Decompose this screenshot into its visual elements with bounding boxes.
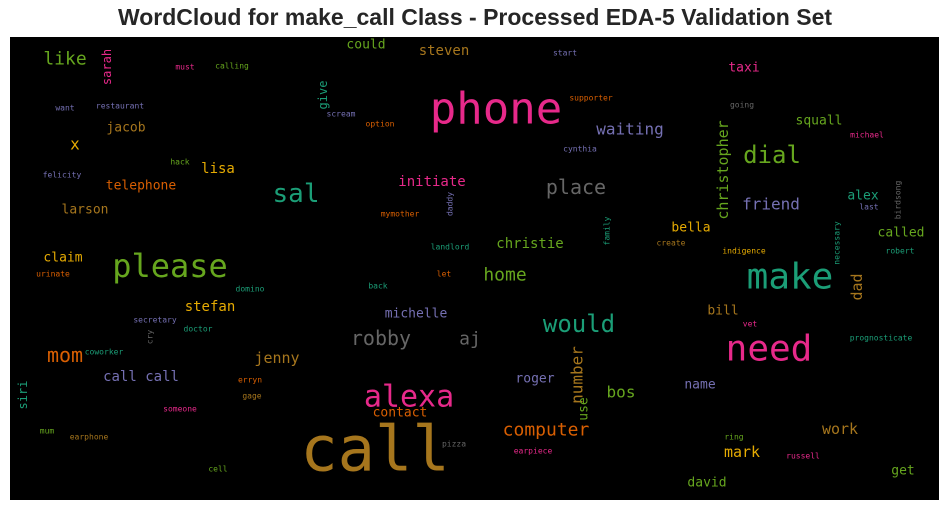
word-could: could — [346, 38, 385, 53]
word-calling: calling — [215, 62, 249, 71]
word-felicity: felicity — [43, 171, 82, 180]
word-waiting: waiting — [596, 120, 663, 139]
word-gage: gage — [242, 392, 261, 401]
wordcloud-svg: call phone need make please alexa sal would dial… — [16, 38, 925, 491]
word-give: give — [316, 81, 330, 110]
word-birdsong: birdsong — [894, 181, 903, 220]
word-phone: phone — [430, 84, 562, 135]
word-aj: aj — [459, 329, 481, 350]
word-bill: bill — [707, 304, 738, 319]
word-computer: computer — [503, 420, 590, 441]
word-like: like — [43, 49, 86, 70]
word-want: want — [55, 104, 74, 113]
word-michelle: michelle — [385, 307, 448, 322]
word-earpiece: earpiece — [514, 447, 553, 456]
word-lisa: lisa — [201, 161, 235, 177]
word-number: number — [568, 346, 587, 404]
word-going: going — [730, 101, 754, 110]
word-call-call: call call — [103, 369, 179, 385]
word-cry: cry — [146, 330, 155, 345]
word-get: get — [891, 464, 914, 479]
word-daddy: daddy — [446, 192, 455, 216]
word-create: create — [657, 239, 686, 248]
word-ring: ring — [724, 433, 743, 442]
word-let: let — [437, 270, 452, 279]
word-restaurant: restaurant — [96, 102, 144, 111]
word-secretary: secretary — [133, 316, 177, 325]
word-domino: domino — [236, 285, 265, 294]
word-x: x — [70, 135, 80, 154]
word-need: need — [726, 329, 813, 370]
word-alex: alex — [847, 189, 878, 204]
word-start: start — [553, 49, 577, 58]
word-sal: sal — [273, 179, 320, 209]
word-mymother: mymother — [381, 210, 420, 219]
word-someone: someone — [163, 405, 197, 414]
word-mark: mark — [724, 443, 760, 461]
word-mum: mum — [40, 427, 55, 436]
word-david: david — [687, 476, 726, 491]
word-contact: contact — [373, 406, 428, 421]
word-necessary: necessary — [833, 221, 842, 265]
word-call: call — [300, 413, 449, 486]
word-robby: robby — [351, 326, 411, 350]
word-option: option — [366, 120, 395, 129]
word-siri: siri — [16, 381, 30, 410]
word-work: work — [822, 420, 858, 438]
word-christopher: christopher — [714, 120, 732, 219]
word-stefan: stefan — [185, 299, 236, 315]
word-russell: russell — [786, 452, 820, 461]
word-alexa: alexa — [364, 380, 454, 415]
word-jenny: jenny — [254, 349, 299, 367]
word-landlord: landlord — [431, 243, 470, 252]
word-vet: vet — [743, 320, 758, 329]
word-christie: christie — [496, 236, 563, 252]
word-would: would — [543, 310, 615, 338]
word-family: family — [603, 216, 612, 245]
word-taxi: taxi — [728, 61, 759, 76]
word-pizza: pizza — [442, 440, 466, 449]
word-please: please — [112, 247, 228, 285]
word-squall: squall — [796, 114, 843, 129]
word-use: use — [577, 397, 592, 421]
word-telephone: telephone — [106, 179, 177, 194]
word-must: must — [175, 63, 194, 72]
word-cynthia: cynthia — [563, 145, 597, 154]
word-earphone: earphone — [70, 433, 109, 442]
word-steven: steven — [419, 43, 470, 59]
word-bos: bos — [607, 383, 636, 402]
word-dad: dad — [848, 273, 866, 300]
word-last: last — [859, 203, 878, 212]
word-place: place — [546, 175, 606, 199]
word-claim: claim — [43, 251, 82, 266]
word-dial: dial — [743, 141, 801, 169]
word-cell: cell — [208, 465, 227, 474]
word-roger: roger — [515, 372, 554, 387]
word-prognosticate: prognosticate — [850, 334, 913, 343]
chart-title: WordCloud for make_call Class - Processe… — [117, 4, 833, 30]
word-mom: mom — [47, 343, 83, 367]
word-urinate: urinate — [36, 270, 70, 279]
wordcloud-canvas: call phone need make please alexa sal would dial… — [10, 37, 939, 500]
word-robert: robert — [886, 247, 915, 256]
word-michael: michael — [850, 131, 884, 140]
word-indigence: indigence — [722, 247, 766, 256]
word-jacob: jacob — [106, 121, 145, 136]
word-sarah: sarah — [100, 49, 114, 85]
word-called: called — [878, 226, 925, 241]
word-doctor: doctor — [184, 325, 213, 334]
word-coworker: coworker — [85, 348, 124, 357]
word-scream: scream — [327, 110, 356, 119]
word-erryn: erryn — [238, 376, 262, 385]
word-name: name — [684, 378, 715, 393]
word-back: back — [368, 282, 387, 291]
word-hack: hack — [170, 158, 189, 167]
word-larson: larson — [62, 203, 109, 218]
word-bella: bella — [671, 221, 710, 236]
word-make: make — [747, 257, 834, 298]
word-friend: friend — [742, 195, 800, 214]
word-initiate: initiate — [398, 174, 465, 190]
word-supporter: supporter — [569, 94, 613, 103]
word-home: home — [483, 265, 526, 286]
